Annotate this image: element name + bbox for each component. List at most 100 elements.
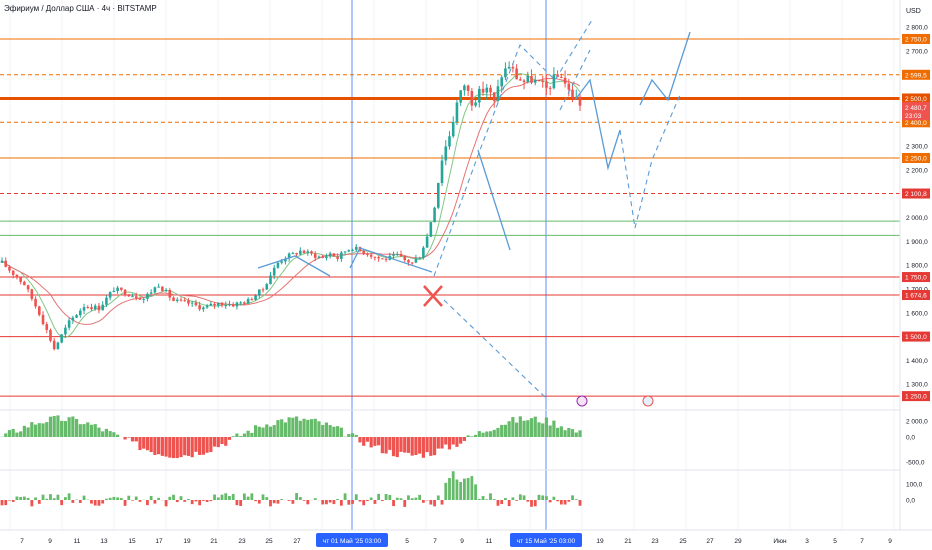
candle-body: [563, 77, 567, 84]
candle-body: [82, 307, 86, 311]
histogram-bar: [153, 437, 157, 455]
candle-body: [332, 253, 336, 257]
histogram-bar: [48, 416, 53, 437]
candle-body: [179, 299, 183, 301]
candle-body: [52, 340, 56, 350]
time-highlight-label: чт 15 Май '25 03:00: [517, 537, 576, 545]
oscillator-bar: [82, 495, 86, 500]
price-tick-label: 2 700,0: [906, 48, 928, 55]
oscillator-bar: [71, 500, 75, 503]
histogram-bar: [436, 437, 440, 449]
oscillator-bar: [30, 500, 34, 507]
candle-body: [213, 303, 216, 306]
oscillator-bar: [108, 497, 112, 500]
oscillator-bar: [496, 500, 500, 506]
last-price-countdown: 23:03: [905, 113, 922, 120]
candle-body: [340, 252, 343, 259]
histogram-bar: [354, 434, 358, 437]
candle-body: [276, 262, 280, 268]
candle-body: [362, 250, 366, 255]
chart-title: Эфириум / Доллар США · 4ч · BITSTAMP: [4, 4, 157, 13]
histogram-bar: [485, 431, 489, 437]
histogram-bar: [257, 426, 261, 437]
histogram-bar: [432, 437, 437, 456]
candle-body: [280, 261, 283, 263]
time-tick-label: 27: [293, 538, 301, 545]
histogram-bar: [309, 419, 314, 437]
oscillator-bar: [90, 500, 93, 504]
oscillator-bar: [127, 495, 131, 500]
oscillator-bar: [358, 500, 362, 502]
candle-body: [164, 290, 168, 292]
oscillator-bar: [366, 500, 369, 502]
oscillator-bar: [149, 495, 153, 500]
histogram-bar: [477, 431, 481, 437]
histogram-bar: [45, 422, 49, 437]
oscillator-bar: [533, 500, 537, 507]
oscillator-bar: [213, 494, 216, 500]
candle-body: [146, 293, 149, 299]
time-tick-label: 15: [128, 538, 136, 545]
price-axis: 2 800,0 2 700,0 2 300,0 2 200,0 2 000,0 1 900…: [899, 0, 930, 530]
candle-body: [30, 289, 34, 299]
candle-body: [381, 258, 384, 260]
price-level-badge: [902, 272, 930, 283]
price-level-badge-label: 1 250,0: [905, 394, 927, 401]
candle-body: [321, 256, 324, 258]
time-highlight-badge: [316, 533, 388, 547]
oscillator-indicator: [0, 409, 900, 507]
oscillator-bar: [433, 500, 436, 507]
time-tick-label: 23: [238, 538, 246, 545]
oscillator-bar: [172, 494, 175, 500]
candle-body: [448, 136, 451, 147]
histogram-bar: [112, 432, 116, 437]
candle-body: [496, 86, 500, 101]
oscillator-bar: [313, 498, 317, 500]
time-tick-label: 23: [651, 538, 659, 545]
oscillator-bar: [187, 498, 190, 500]
candle-body: [302, 250, 306, 254]
candle-body: [410, 262, 414, 264]
histogram-bar: [473, 434, 478, 437]
candle-body: [351, 249, 354, 251]
oscillator-bar: [388, 494, 392, 500]
histogram-bar: [574, 432, 578, 437]
histogram-bar: [235, 433, 239, 437]
candle-body: [86, 307, 90, 309]
price-tick-label: 2 000,0: [906, 215, 928, 222]
candle-body: [34, 298, 37, 307]
cross-marker: [423, 285, 443, 307]
candle-body: [149, 292, 153, 294]
histogram-bar: [116, 434, 120, 437]
oscillator-bar: [321, 500, 325, 505]
histogram-bar: [4, 433, 8, 437]
oscillator-bar: [451, 471, 455, 500]
candle-body: [258, 289, 261, 296]
price-level-badge: [902, 331, 930, 342]
candle-body: [519, 79, 522, 81]
histogram-bar: [332, 426, 336, 437]
candle-body: [19, 277, 22, 282]
oscillator-bar: [440, 500, 444, 505]
oscillator-bar: [175, 500, 179, 503]
oscillator-bar: [228, 496, 231, 500]
oscillator-bar: [250, 493, 254, 500]
candle-body: [366, 254, 369, 256]
candle-body: [157, 286, 160, 288]
histogram-bar: [406, 437, 411, 453]
candle-body: [228, 304, 231, 306]
oscillator-bar: [67, 493, 71, 500]
candle-body: [384, 258, 388, 260]
histogram-bar: [384, 437, 388, 454]
candle-body: [299, 250, 302, 255]
price-level-badge-label: 1 750,0: [905, 275, 927, 282]
oscillator-bar: [343, 493, 347, 500]
grid: [9, 0, 895, 530]
oscillator-bar: [492, 499, 496, 500]
oscillator-bar: [489, 493, 492, 500]
histogram-bar: [227, 437, 232, 440]
histogram-bar: [127, 437, 131, 438]
histogram-bar: [522, 420, 526, 437]
candle-body: [101, 304, 104, 311]
